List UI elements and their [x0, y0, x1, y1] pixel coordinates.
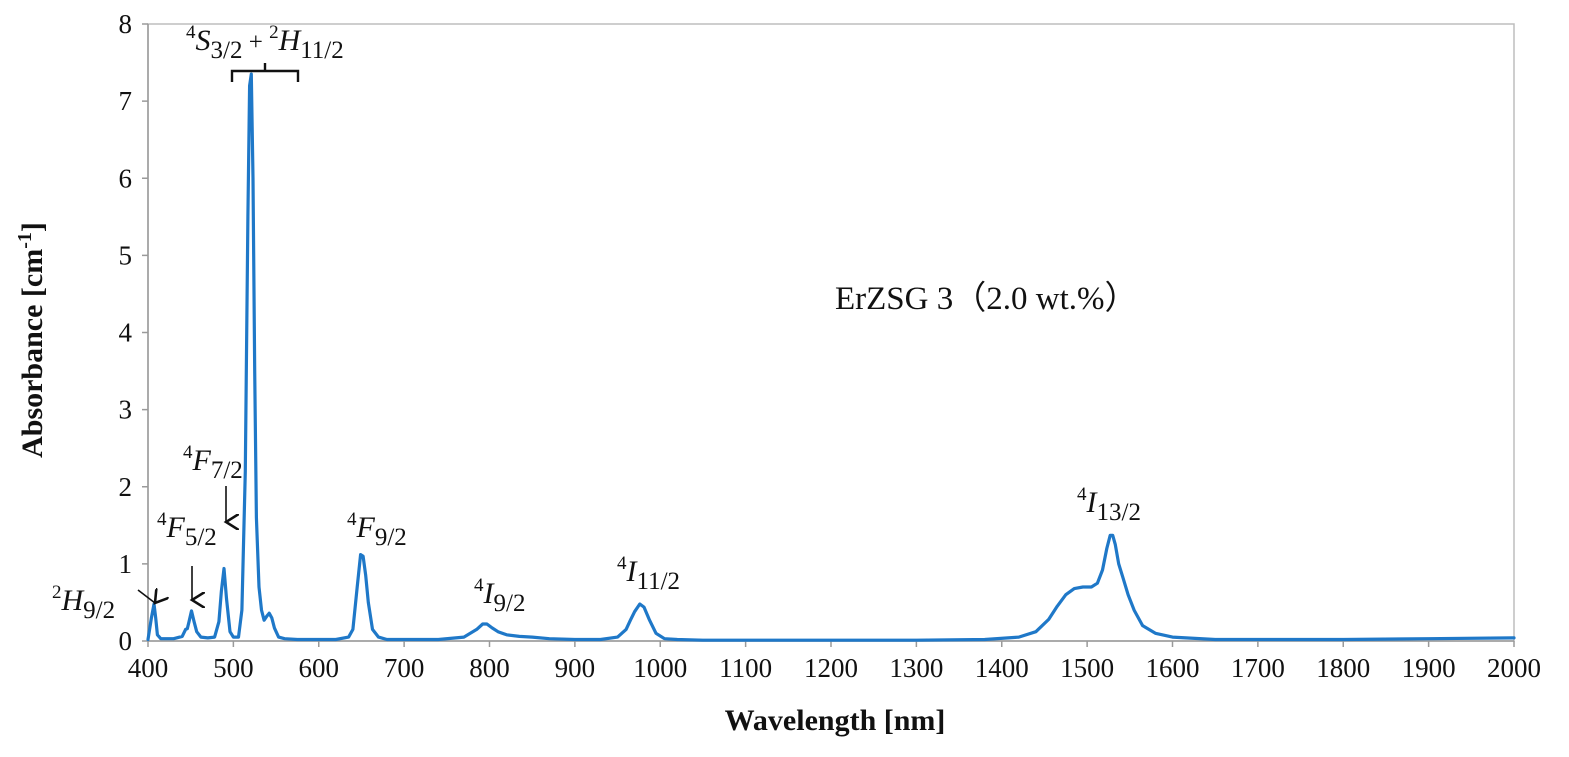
y-axis-title: Absorbance [cm-1] [14, 222, 49, 458]
x-tick-label: 1400 [975, 653, 1029, 683]
y-tick-label: 1 [119, 549, 133, 579]
sample-annotation: ErZSG 3（2.0 wt.%） [835, 281, 1137, 317]
label-4I9-2: 4I9/2 [474, 575, 525, 617]
x-tick-label: 500 [213, 653, 254, 683]
x-tick-label: 600 [299, 653, 340, 683]
x-axis-title: Wavelength [nm] [725, 704, 946, 737]
absorbance-series-line [146, 72, 1516, 642]
x-tick-label: 1700 [1231, 653, 1285, 683]
x-tick-label: 1100 [719, 653, 772, 683]
x-tick-label: 400 [128, 653, 169, 683]
bracket-4S3-2-2H11-2 [230, 63, 300, 82]
transition-labels: 2H9/2 4F5/2 4F7/2 4S3/2 + 2H11/2 4F9/2 4… [52, 22, 1141, 624]
x-tick-label: 1800 [1316, 653, 1370, 683]
y-tick-label: 4 [119, 318, 133, 348]
arrow-2H9-2 [137, 590, 155, 603]
y-tick-label: 7 [119, 86, 133, 116]
x-tick-label: 1200 [804, 653, 858, 683]
plot-area [147, 23, 1515, 642]
y-tick-label: 5 [119, 240, 133, 270]
y-tick-label: 3 [119, 395, 133, 425]
label-4I13-2: 4I13/2 [1077, 484, 1141, 526]
x-tick-label: 1900 [1402, 653, 1456, 683]
x-tick-label: 1600 [1146, 653, 1200, 683]
x-tick-label: 800 [469, 653, 510, 683]
label-2H9-2: 2H9/2 [52, 582, 115, 624]
y-tick-label: 6 [119, 163, 133, 193]
y-tick-label: 2 [119, 472, 133, 502]
label-4F5-2: 4F5/2 [157, 509, 217, 551]
x-tick-label: 900 [555, 653, 596, 683]
x-tick-label: 1000 [633, 653, 687, 683]
x-tick-label: 700 [384, 653, 425, 683]
y-tick-label: 0 [119, 626, 133, 656]
label-4S3-2-2H11-2: 4S3/2 + 2H11/2 [186, 22, 344, 64]
x-tick-label: 1500 [1060, 653, 1114, 683]
label-4F7-2: 4F7/2 [183, 442, 243, 484]
label-4F9-2: 4F9/2 [347, 509, 407, 551]
y-tick-label: 8 [119, 9, 133, 39]
label-4I11-2: 4I11/2 [617, 553, 680, 595]
y-axis-ticks: 0 1 2 3 4 5 6 7 8 [119, 9, 148, 656]
x-axis-ticks: 400 500 600 700 800 900 1000 1100 1200 1300 1400 15… [128, 641, 1541, 683]
x-tick-label: 1300 [889, 653, 943, 683]
x-tick-label: 2000 [1487, 653, 1541, 683]
